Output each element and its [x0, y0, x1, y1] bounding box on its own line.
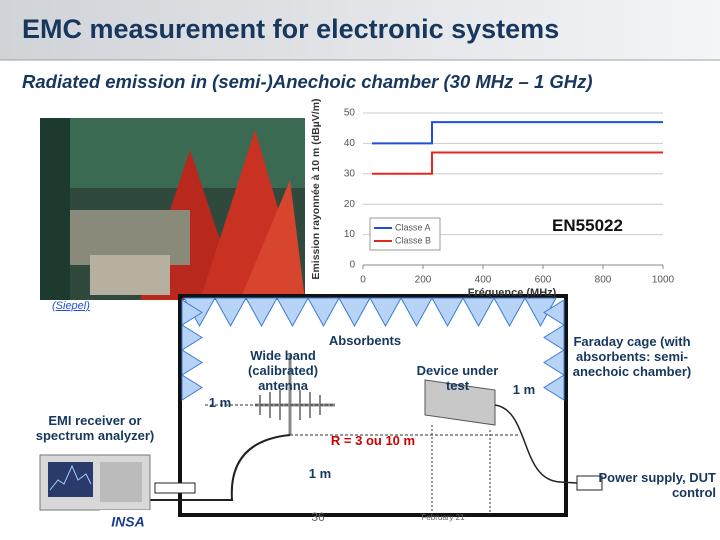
chamber-photo [40, 118, 305, 300]
logo: INSA [111, 514, 144, 530]
cage-label: Faraday cage (with absorbents: semi-anec… [572, 334, 692, 379]
absorbents-label: Absorbents [328, 333, 402, 348]
device-under-test [424, 379, 496, 426]
y-tick-label: 40 [344, 138, 356, 149]
y-tick-label: 0 [349, 260, 355, 271]
absorber [400, 297, 433, 328]
legend-label: Classe A [395, 222, 431, 232]
page-number: 36 [311, 510, 325, 524]
absorber [369, 297, 402, 328]
power-supply [576, 475, 603, 491]
y-tick-label: 30 [344, 168, 356, 179]
absorber [543, 299, 565, 326]
legend [369, 217, 441, 251]
receiver-image [39, 454, 151, 511]
y-tick-label: 20 [344, 199, 356, 210]
series-line [372, 121, 663, 145]
dut-distance-label: 1 m [512, 382, 536, 397]
y-tick-label: 10 [344, 229, 356, 240]
x-axis-label: Fréquence (MHz) [468, 287, 557, 299]
absorber [181, 374, 203, 401]
power-label: Power supply, DUT control [598, 470, 717, 500]
y-axis-label: Emission rayonnée à 10 m (dBµV/m) [310, 98, 322, 279]
x-tick-label: 800 [595, 275, 612, 286]
x-tick-label: 0 [360, 275, 366, 286]
x-tick-label: 400 [475, 275, 492, 286]
antenna-cable [150, 434, 291, 501]
legend-label: Classe B [395, 235, 431, 245]
absorber [245, 297, 278, 328]
range-label: R = 3 ou 10 m [330, 433, 416, 448]
absorber [543, 349, 565, 376]
x-tick-label: 600 [535, 275, 552, 286]
photo-caption: (Siepel) [52, 300, 90, 312]
absorber [493, 297, 526, 328]
dut-height-label: 1 m [308, 466, 332, 481]
absorber [543, 324, 565, 351]
absorber [462, 297, 495, 328]
x-tick-label: 200 [415, 275, 432, 286]
cable-feedthrough [154, 482, 196, 494]
title-bar [0, 0, 720, 60]
absorber [276, 297, 309, 328]
logo-box [100, 510, 160, 535]
x-tick-label: 1000 [652, 275, 675, 286]
antenna-label: Wide band (calibrated) antenna [247, 348, 319, 393]
receiver-label: EMI receiver or spectrum analyzer) [35, 413, 155, 443]
title: EMC measurement for electronic systems [22, 14, 560, 44]
absorber [181, 299, 203, 326]
absorber [431, 297, 464, 328]
subtitle: Radiated emission in (semi-)Anechoic cha… [22, 71, 593, 92]
date: February 21 [421, 513, 465, 522]
dut-cable [494, 404, 578, 484]
chart-annotation: EN55022 [552, 216, 623, 235]
antenna-height-label: 1 m [208, 395, 232, 410]
absorber [307, 297, 340, 328]
absorber [181, 349, 203, 376]
absorber [181, 324, 203, 351]
faraday-cage [178, 294, 568, 517]
absorber [338, 297, 371, 328]
absorber [543, 374, 565, 401]
series-line [372, 151, 663, 175]
dut-label: Device under test [416, 363, 499, 393]
chart: 0 10 20 30 40 50 0 200 400 600 800 1000 Fréquence (M… [310, 98, 675, 298]
absorber [214, 297, 247, 328]
y-tick-label: 50 [344, 108, 356, 119]
